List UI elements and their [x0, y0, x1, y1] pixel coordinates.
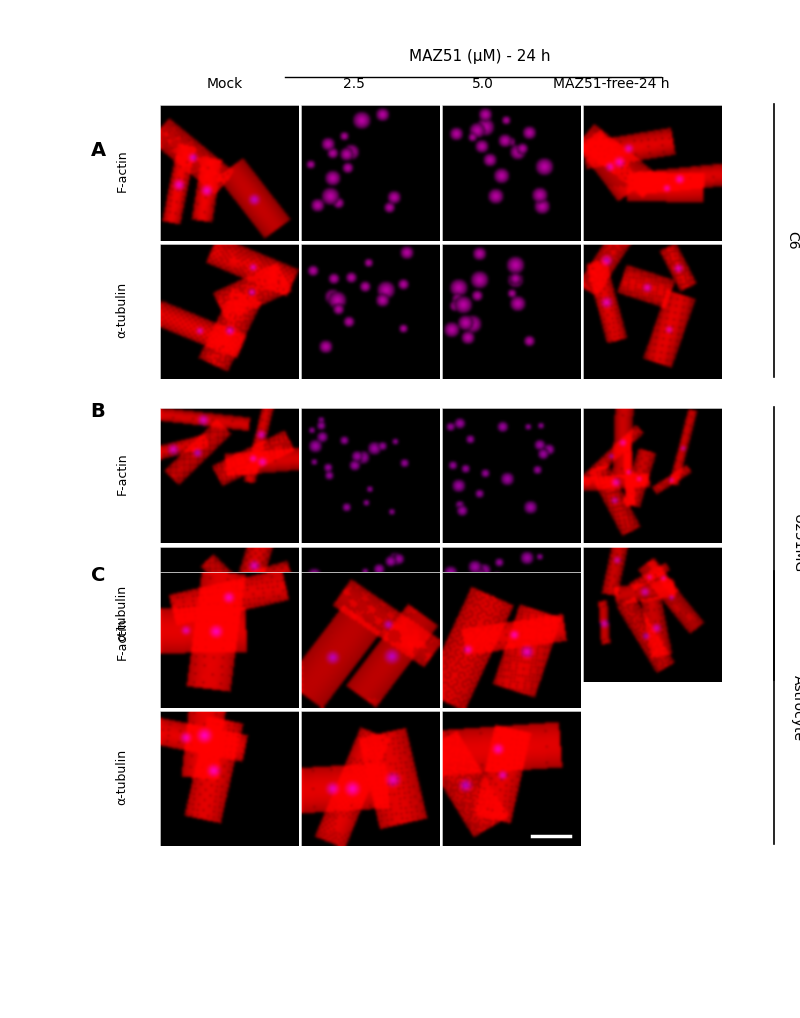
Text: 2.5: 2.5 [342, 77, 365, 92]
Text: B: B [90, 402, 106, 421]
Text: α-tubulin: α-tubulin [115, 584, 129, 641]
Text: MAZ51-free-24 h: MAZ51-free-24 h [554, 77, 670, 92]
Text: F-actin: F-actin [115, 617, 129, 660]
Text: α-tubulin: α-tubulin [115, 749, 129, 805]
Text: Astrocyte: Astrocyte [791, 675, 800, 741]
Text: F-actin: F-actin [115, 150, 129, 192]
Text: Mock: Mock [206, 77, 242, 92]
Text: 5.0: 5.0 [471, 77, 494, 92]
Text: α-tubulin: α-tubulin [115, 282, 129, 338]
Text: C: C [91, 566, 105, 585]
Text: A: A [90, 140, 106, 160]
Text: C6: C6 [785, 231, 799, 249]
Text: MAZ51 (μM) - 24 h: MAZ51 (μM) - 24 h [409, 49, 550, 64]
Text: U251MG: U251MG [791, 514, 800, 573]
Text: F-actin: F-actin [115, 453, 129, 496]
